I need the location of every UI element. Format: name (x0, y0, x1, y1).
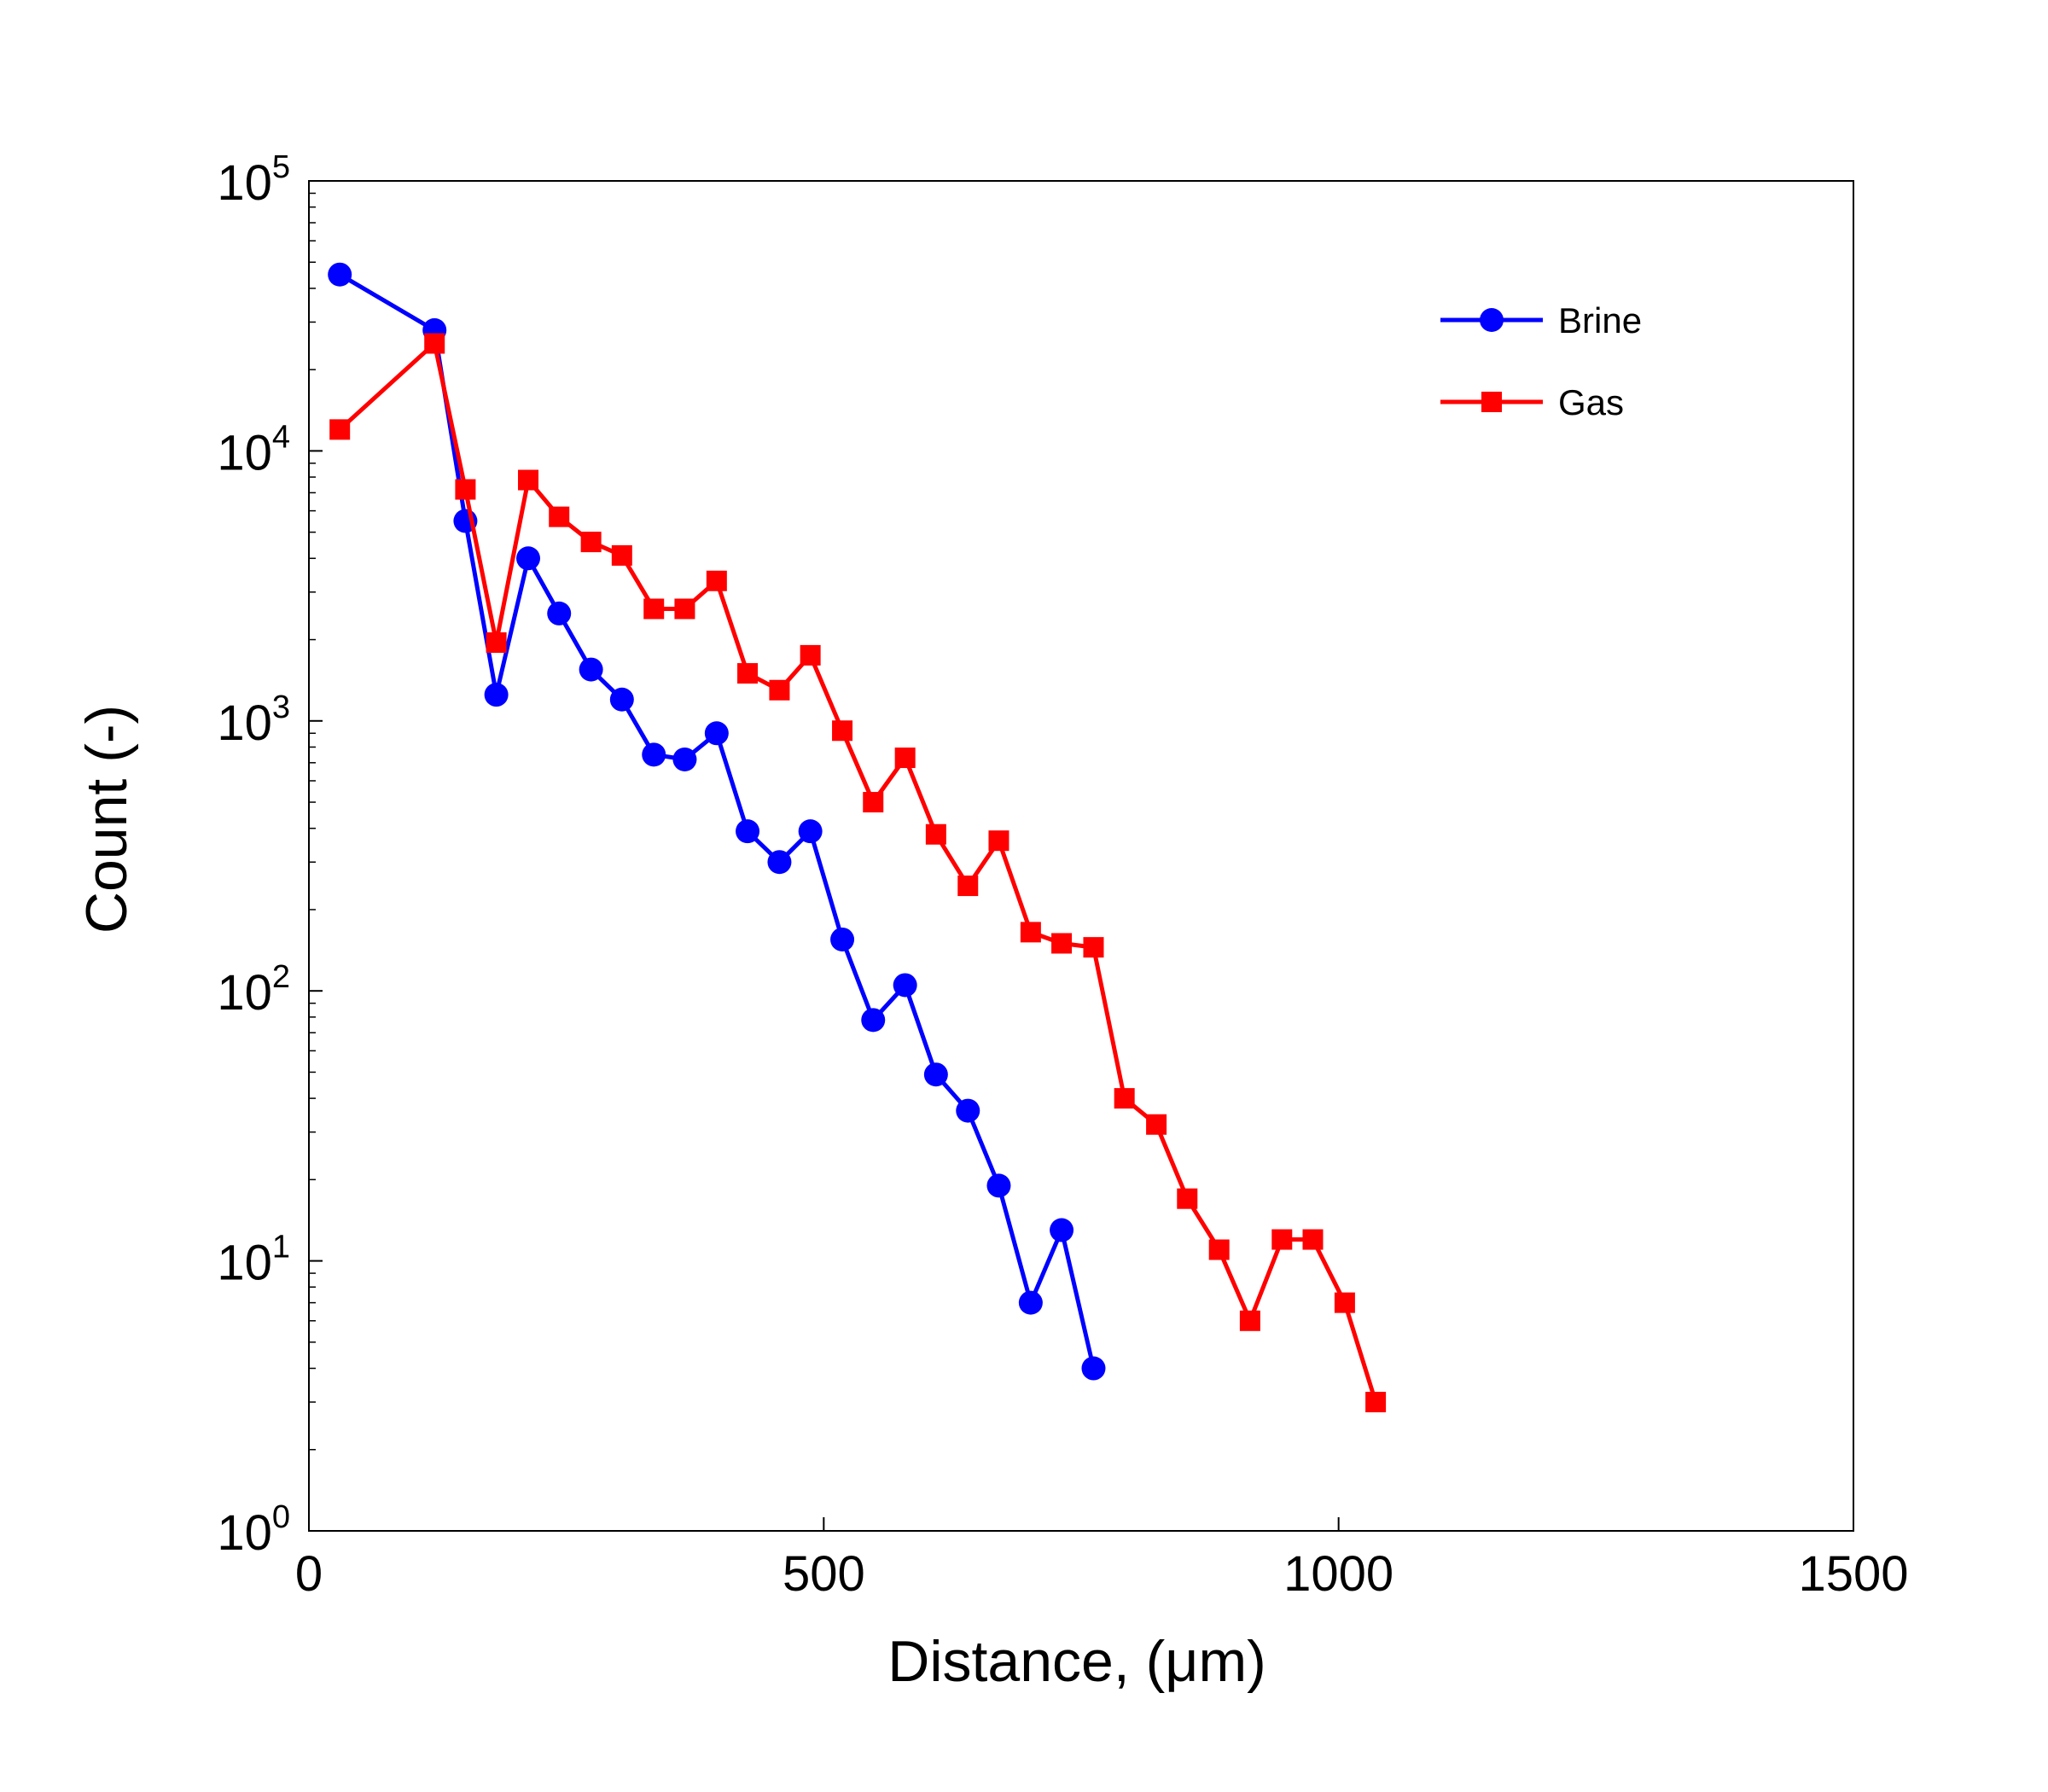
data-point (484, 683, 509, 707)
y-axis-title: Count (-) (74, 705, 139, 934)
legend-item-gas: Gas (1440, 382, 1624, 422)
data-point (518, 469, 539, 491)
data-point (516, 546, 541, 571)
y-tick-label: 101 (217, 1230, 290, 1291)
data-point (1051, 933, 1073, 954)
data-point (1302, 1229, 1324, 1250)
data-point (704, 721, 729, 746)
x-axis-title: Distance, (μm) (887, 1629, 1265, 1694)
data-point (1271, 1229, 1293, 1250)
y-tick-label-exponent: 1 (272, 1230, 290, 1265)
data-point (1334, 1292, 1355, 1313)
data-point (737, 663, 759, 684)
data-point (736, 819, 760, 844)
y-tick-label-exponent: 4 (272, 419, 290, 455)
data-point (1146, 1114, 1167, 1135)
y-tick-label-base: 10 (217, 695, 272, 751)
data-point (988, 830, 1009, 852)
data-point (549, 506, 570, 527)
data-point (1083, 937, 1104, 958)
y-tick-label-base: 10 (217, 1236, 272, 1291)
data-point (861, 1008, 886, 1033)
data-point (486, 632, 507, 654)
data-point (674, 598, 695, 620)
y-tick-label-base: 10 (217, 425, 272, 480)
data-point (579, 657, 603, 682)
data-point (1114, 1088, 1135, 1109)
y-tick-label-base: 10 (217, 1505, 272, 1561)
y-tick-label-base: 10 (217, 155, 272, 211)
data-point (830, 927, 855, 951)
y-tick-label-exponent: 3 (272, 689, 290, 725)
series-gas (329, 333, 1387, 1413)
data-point (609, 687, 634, 712)
data-point (1020, 922, 1041, 943)
data-point (1208, 1239, 1230, 1260)
y-tick-label-exponent: 2 (272, 959, 290, 995)
x-tick-label: 0 (295, 1546, 323, 1602)
data-point (832, 720, 853, 742)
y-tick-label: 100 (217, 1499, 290, 1561)
data-point (1050, 1218, 1074, 1242)
y-tick-label-exponent: 5 (272, 149, 290, 185)
data-point (1365, 1392, 1387, 1413)
data-point (925, 823, 946, 845)
legend: Brine Gas (1440, 300, 1642, 422)
data-point (1081, 1356, 1106, 1381)
data-point (547, 601, 572, 625)
legend-marker (1481, 392, 1502, 412)
data-point (643, 598, 665, 620)
y-tick-label: 105 (217, 149, 290, 211)
y-tick-label-base: 10 (217, 965, 272, 1021)
data-point (798, 819, 823, 844)
data-point (455, 479, 476, 500)
data-point (800, 644, 821, 666)
data-point (424, 333, 445, 354)
legend-label: Brine (1558, 300, 1642, 340)
data-point (957, 876, 979, 897)
x-tick-label: 1500 (1798, 1546, 1908, 1602)
plot-series (328, 262, 1387, 1413)
data-point (923, 1062, 948, 1087)
data-point (580, 532, 602, 553)
legend-item-brine: Brine (1440, 300, 1642, 340)
x-tick-label: 1000 (1283, 1546, 1393, 1602)
data-point (956, 1098, 980, 1123)
series-brine (328, 262, 1106, 1381)
y-tick-label-exponent: 0 (272, 1499, 290, 1535)
data-point (769, 679, 790, 701)
data-point (706, 570, 727, 591)
data-point (863, 792, 884, 813)
data-point (329, 419, 351, 440)
data-point (894, 748, 916, 769)
legend-marker (1480, 308, 1504, 332)
x-tick-label: 500 (783, 1546, 865, 1602)
data-point (986, 1173, 1011, 1198)
data-point (672, 747, 697, 771)
y-tick-label: 103 (217, 689, 290, 751)
data-point (642, 742, 666, 767)
data-point (611, 544, 632, 566)
plot-frame (308, 180, 1854, 1532)
data-point (1239, 1310, 1260, 1331)
data-point (1177, 1188, 1198, 1209)
data-point (328, 262, 352, 287)
y-tick-label: 104 (217, 419, 290, 480)
data-point (767, 850, 792, 875)
data-point (1018, 1290, 1043, 1315)
y-tick-label: 102 (217, 959, 290, 1021)
legend-label: Gas (1558, 382, 1624, 422)
data-point (893, 973, 917, 998)
